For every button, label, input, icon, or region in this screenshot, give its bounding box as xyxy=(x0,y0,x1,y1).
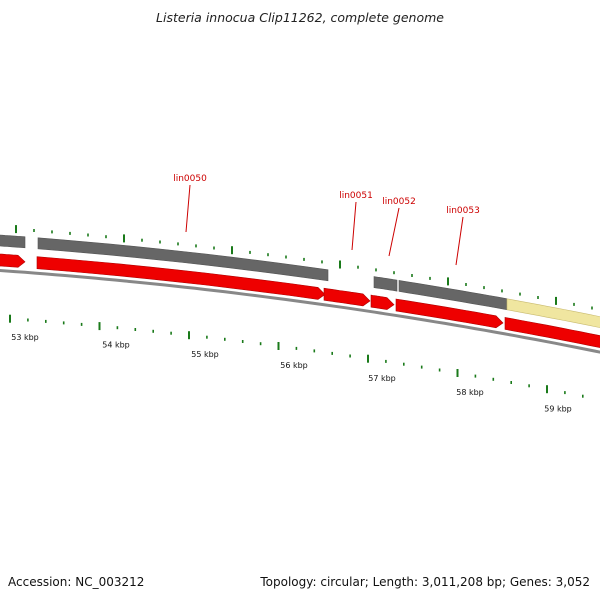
gene-label-leader xyxy=(351,201,357,251)
forward-gene xyxy=(36,256,326,300)
forward-gene xyxy=(504,317,600,348)
scale-ticks xyxy=(9,225,593,398)
scale-label: 59 kbp xyxy=(544,404,572,413)
forward-gene xyxy=(323,287,371,307)
genome-backbone xyxy=(0,269,600,354)
scale-label: 56 kbp xyxy=(280,361,308,370)
forward-gene xyxy=(370,294,395,310)
gene-label: lin0051 xyxy=(339,191,373,201)
gene-label-leader xyxy=(185,184,191,233)
gene-label: lin0050 xyxy=(173,174,207,184)
reverse-gene xyxy=(373,276,398,292)
non-coding-feature xyxy=(506,298,600,328)
gene-labels: lin0050 lin0051 lin0052 lin0053 xyxy=(173,174,480,266)
scale-label: 53 kbp xyxy=(11,333,39,342)
scale-label: 54 kbp xyxy=(102,341,130,350)
reverse-gene xyxy=(0,234,26,249)
forward-gene xyxy=(0,253,26,268)
accession-text: Accession: NC_003212 xyxy=(8,575,144,589)
gene-label-leader xyxy=(388,207,400,257)
scale-label: 55 kbp xyxy=(191,350,219,359)
scale-label: 57 kbp xyxy=(368,374,396,383)
reverse-gene xyxy=(37,237,329,282)
forward-gene xyxy=(395,298,504,329)
scale-label: 58 kbp xyxy=(456,388,484,397)
map-title: Listeria innocua Clip11262, complete gen… xyxy=(156,10,444,25)
genome-summary-text: Topology: circular; Length: 3,011,208 bp… xyxy=(259,575,590,589)
scale-labels: 53 kbp 54 kbp 55 kbp 56 kbp 57 kbp 58 kbp 59 k… xyxy=(11,333,572,414)
feature-track xyxy=(0,234,600,354)
gene-label: lin0052 xyxy=(382,197,416,207)
gene-label-leader xyxy=(455,216,464,266)
gene-label: lin0053 xyxy=(446,206,480,216)
